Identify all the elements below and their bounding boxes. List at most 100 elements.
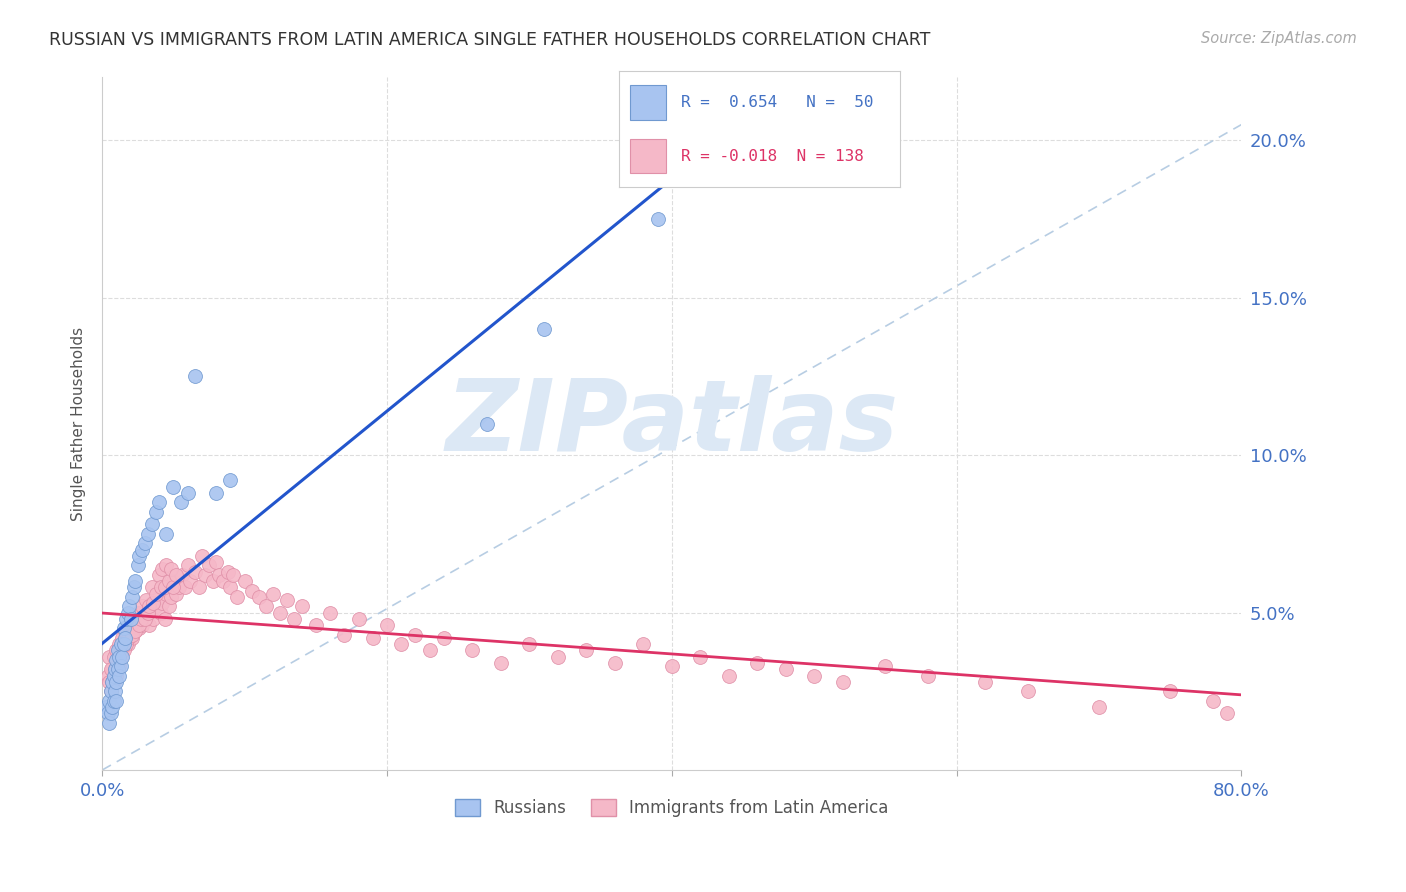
Point <box>120 621 142 635</box>
Point <box>142 596 165 610</box>
Point <box>135 593 157 607</box>
Point <box>169 495 191 509</box>
Point <box>153 612 176 626</box>
Point <box>176 558 198 573</box>
Point <box>389 637 412 651</box>
Point <box>115 624 138 639</box>
Point <box>142 612 165 626</box>
Point <box>226 590 249 604</box>
Point <box>115 637 138 651</box>
FancyBboxPatch shape <box>630 86 666 120</box>
Point <box>717 668 740 682</box>
Point <box>107 643 129 657</box>
Point <box>240 583 263 598</box>
Point <box>97 706 120 721</box>
Point <box>131 618 153 632</box>
Text: R = -0.018  N = 138: R = -0.018 N = 138 <box>681 148 863 163</box>
Point <box>104 662 127 676</box>
Point <box>122 581 145 595</box>
Point <box>747 656 769 670</box>
Point <box>262 587 284 601</box>
Point <box>104 659 127 673</box>
Point <box>461 643 484 657</box>
Point <box>141 517 163 532</box>
Point <box>98 649 121 664</box>
Point <box>1202 694 1225 708</box>
Point <box>305 618 328 632</box>
Point <box>108 649 131 664</box>
Point <box>831 674 853 689</box>
Point <box>1017 684 1039 698</box>
Point <box>155 527 177 541</box>
Text: RUSSIAN VS IMMIGRANTS FROM LATIN AMERICA SINGLE FATHER HOUSEHOLDS CORRELATION CH: RUSSIAN VS IMMIGRANTS FROM LATIN AMERICA… <box>49 31 931 49</box>
Point <box>167 581 190 595</box>
Point <box>155 558 177 573</box>
Point <box>112 631 135 645</box>
Point <box>98 715 121 730</box>
Point <box>98 694 121 708</box>
Point <box>173 581 195 595</box>
Point <box>117 637 139 651</box>
Point <box>100 684 122 698</box>
Point <box>124 624 146 639</box>
Point <box>107 656 129 670</box>
Point <box>103 674 125 689</box>
Point <box>347 612 370 626</box>
Point <box>222 567 245 582</box>
Point <box>100 662 122 676</box>
Point <box>276 593 298 607</box>
Point <box>603 656 626 670</box>
Point <box>269 606 291 620</box>
Point <box>112 621 135 635</box>
Point <box>155 587 177 601</box>
Point <box>131 542 153 557</box>
Point <box>128 621 150 635</box>
Point <box>97 668 120 682</box>
Point <box>138 599 160 614</box>
Point <box>111 631 134 645</box>
Point <box>108 649 131 664</box>
Point <box>419 643 441 657</box>
Point <box>114 637 136 651</box>
Point <box>149 581 172 595</box>
Point <box>120 618 142 632</box>
Point <box>127 612 149 626</box>
Point <box>136 527 159 541</box>
Point <box>148 590 170 604</box>
Point <box>333 627 356 641</box>
Point <box>361 631 384 645</box>
Point <box>120 612 142 626</box>
Point <box>1216 706 1239 721</box>
Point <box>159 590 181 604</box>
Point <box>633 637 655 651</box>
Point <box>136 606 159 620</box>
Point <box>121 627 143 641</box>
Point <box>134 536 156 550</box>
Point <box>105 653 128 667</box>
Legend: Russians, Immigrants from Latin America: Russians, Immigrants from Latin America <box>449 792 896 824</box>
Point <box>104 662 127 676</box>
Point <box>184 369 207 384</box>
Point <box>128 549 150 563</box>
Point <box>219 474 242 488</box>
Point <box>141 581 163 595</box>
Point <box>105 674 128 689</box>
Point <box>162 581 184 595</box>
Point <box>283 612 305 626</box>
Point <box>247 590 270 604</box>
Point <box>875 659 897 673</box>
Point <box>110 637 132 651</box>
Point <box>205 555 228 569</box>
Point <box>114 631 136 645</box>
Point <box>162 480 184 494</box>
Point <box>157 574 180 588</box>
Point <box>104 684 127 698</box>
Point <box>1088 700 1111 714</box>
Point <box>105 694 128 708</box>
Point <box>533 322 555 336</box>
Point <box>134 606 156 620</box>
Text: R =  0.654   N =  50: R = 0.654 N = 50 <box>681 95 873 111</box>
Point <box>117 631 139 645</box>
Point <box>165 567 187 582</box>
Point <box>145 599 167 614</box>
